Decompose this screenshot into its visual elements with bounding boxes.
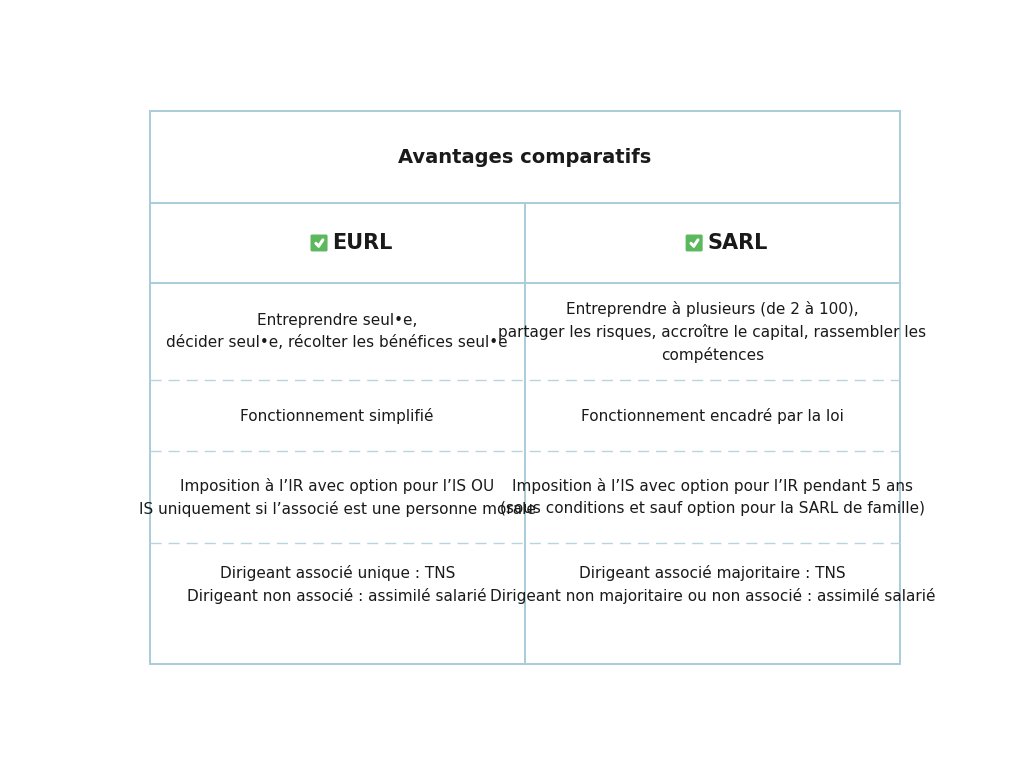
- Text: Dirigeant associé unique : TNS
Dirigeant non associé : assimilé salarié: Dirigeant associé unique : TNS Dirigeant…: [187, 565, 487, 604]
- Text: Fonctionnement simplifié: Fonctionnement simplifié: [241, 408, 434, 424]
- Text: Dirigeant associé majoritaire : TNS
Dirigeant non majoritaire ou non associé : a: Dirigeant associé majoritaire : TNS Diri…: [489, 565, 935, 604]
- Text: Fonctionnement encadré par la loi: Fonctionnement encadré par la loi: [581, 408, 844, 424]
- Text: EURL: EURL: [332, 233, 392, 253]
- Text: Entreprendre à plusieurs (de 2 à 100),
partager les risques, accroître le capita: Entreprendre à plusieurs (de 2 à 100), p…: [499, 300, 927, 362]
- Text: Imposition à l’IS avec option pour l’IR pendant 5 ans
(sous conditions et sauf o: Imposition à l’IS avec option pour l’IR …: [500, 478, 925, 516]
- FancyBboxPatch shape: [686, 234, 702, 251]
- Text: Imposition à l’IR avec option pour l’IS OU
IS uniquement si l’associé est une pe: Imposition à l’IR avec option pour l’IS …: [139, 478, 536, 517]
- FancyBboxPatch shape: [310, 234, 328, 251]
- Text: Entreprendre seul•e,
décider seul•e, récolter les bénéfices seul•e: Entreprendre seul•e, décider seul•e, réc…: [167, 313, 508, 350]
- Text: SARL: SARL: [708, 233, 768, 253]
- Text: Avantages comparatifs: Avantages comparatifs: [398, 147, 651, 167]
